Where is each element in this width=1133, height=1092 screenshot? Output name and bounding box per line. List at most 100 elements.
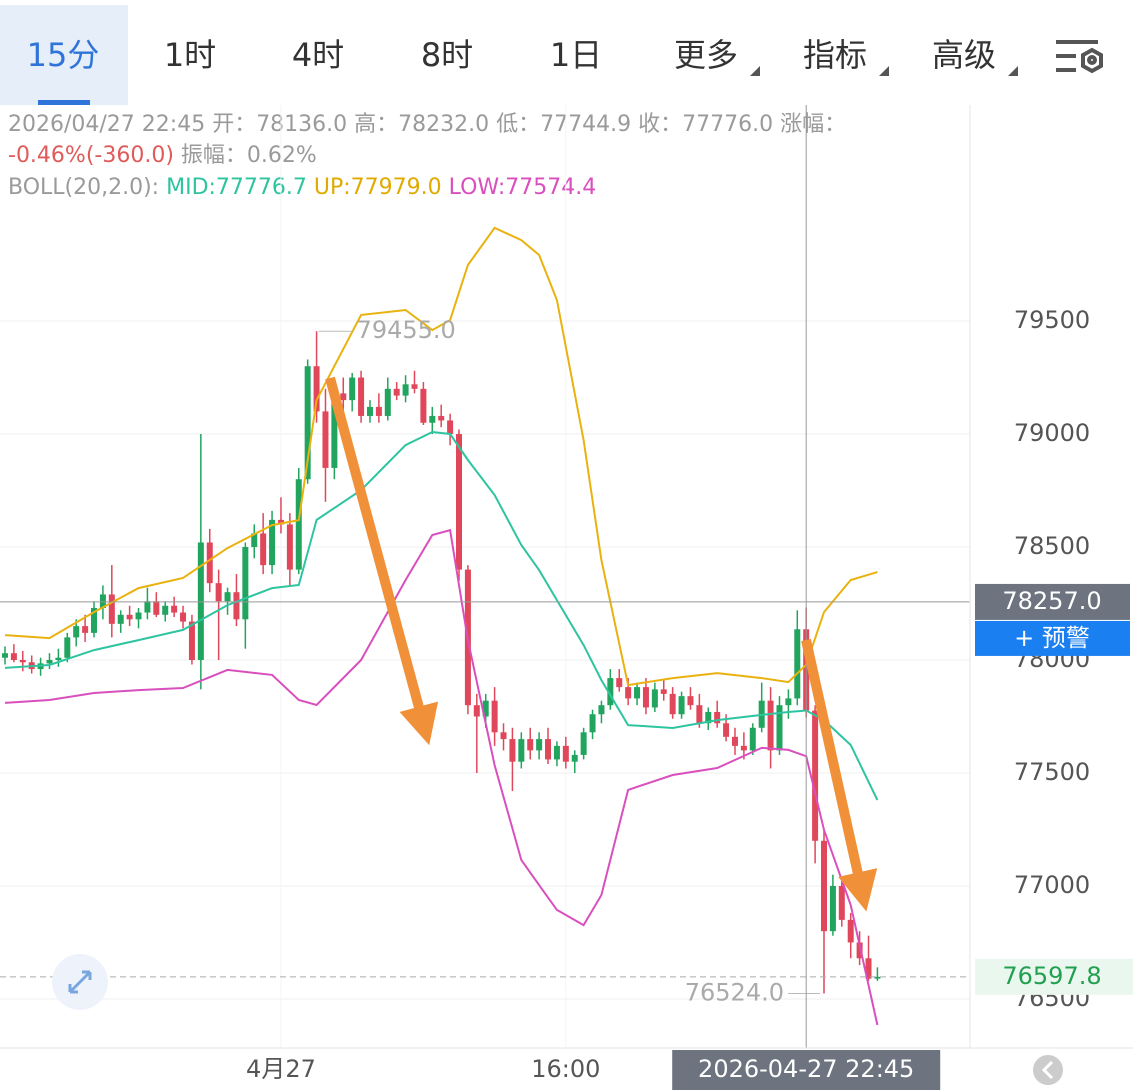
- candle-body: [19, 659, 26, 663]
- settings-icon[interactable]: [1056, 40, 1103, 74]
- last-price-box: [975, 958, 1133, 995]
- crosshair-price-label: 78257.0: [1002, 587, 1101, 615]
- candle-body: [767, 700, 774, 751]
- candle-body: [785, 698, 792, 706]
- candle-body: [776, 705, 783, 751]
- scroll-end-icon[interactable]: [1033, 1055, 1063, 1085]
- tab[interactable]: 高级: [932, 36, 996, 74]
- candle-body: [402, 384, 409, 396]
- candle-body: [82, 626, 89, 633]
- candle-body: [482, 700, 489, 717]
- tab[interactable]: 更多: [674, 36, 738, 74]
- tab-selected-bg: [0, 5, 128, 105]
- candle-body: [313, 366, 320, 412]
- candle-body: [73, 626, 80, 638]
- candle-body: [153, 601, 160, 615]
- candle-body: [358, 377, 365, 416]
- candle-body: [322, 411, 329, 468]
- candle-body: [206, 542, 213, 584]
- candle-body: [269, 519, 276, 566]
- candle-body: [349, 377, 356, 401]
- alert-button-label: + 预警: [1014, 624, 1090, 652]
- candle-body: [99, 594, 106, 609]
- plot: 79455.0 76524.0: [0, 105, 970, 1048]
- candle-body: [865, 958, 872, 979]
- candle-body: [55, 657, 62, 660]
- x-tick-label: 4月27: [246, 1055, 316, 1083]
- candle-body: [687, 696, 694, 706]
- boll-line: [4, 430, 879, 801]
- boll-info: BOLL(20,2.0): MID:77776.7 UP:77979.0 LOW…: [8, 175, 596, 200]
- candle-body: [393, 388, 400, 396]
- candle-body: [571, 754, 578, 762]
- candle-body: [518, 739, 525, 762]
- y-tick-label: 77000: [1014, 871, 1090, 899]
- candle-body: [188, 621, 195, 660]
- candle-body: [224, 592, 231, 602]
- candle-body: [162, 605, 169, 615]
- candle-body: [180, 612, 187, 622]
- high-marker-label: 79455.0: [357, 316, 456, 344]
- candle-body: [295, 479, 302, 570]
- candle-body: [634, 687, 641, 699]
- candle-body: [812, 710, 819, 841]
- candle-body: [723, 723, 730, 737]
- tab[interactable]: 15分: [27, 36, 100, 74]
- candle-body: [669, 693, 676, 715]
- candle-body: [286, 524, 293, 570]
- ohlc-info: 2026/04/27 22:45 开：78136.0 高：78232.0 低：7…: [8, 112, 846, 137]
- candle-body: [874, 976, 881, 979]
- tab[interactable]: 1时: [164, 36, 216, 74]
- candle-body: [500, 732, 507, 740]
- crosshair-time-label: 2026-04-27 22:45: [698, 1055, 914, 1083]
- tab[interactable]: 8时: [421, 36, 473, 74]
- candle-body: [562, 745, 569, 762]
- candle-body: [838, 885, 845, 920]
- candle-body: [545, 739, 552, 760]
- alert-button[interactable]: [975, 620, 1130, 656]
- boll-low: LOW:77574.4: [449, 175, 597, 200]
- candle-body: [749, 727, 756, 751]
- last-price-label: 76597.8: [1002, 962, 1101, 990]
- annotation-arrow: [801, 638, 878, 912]
- candle-body: [304, 366, 311, 480]
- candle-body: [144, 601, 151, 613]
- amplitude: 振幅：0.62%: [174, 143, 317, 168]
- candle-body: [46, 659, 53, 664]
- candle-body: [731, 736, 738, 746]
- candle-body: [829, 885, 836, 932]
- candle-body: [108, 594, 115, 624]
- y-tick-label: 79000: [1014, 419, 1090, 447]
- candle-body: [233, 592, 240, 620]
- tab[interactable]: 4时: [292, 36, 344, 74]
- candle-body: [714, 711, 721, 724]
- tab[interactable]: 指标: [803, 36, 867, 74]
- boll-line: [4, 528, 879, 1026]
- candle-body: [429, 415, 436, 423]
- candle-body: [553, 745, 560, 760]
- candle-body: [420, 388, 427, 423]
- candle-body: [117, 614, 124, 624]
- tab[interactable]: 1日: [550, 36, 602, 74]
- candle-body: [660, 689, 667, 694]
- candle-body: [821, 840, 828, 932]
- candle-body: [598, 705, 605, 715]
- candle-body: [678, 696, 685, 715]
- candle-body: [740, 745, 747, 751]
- candle-body: [135, 612, 142, 620]
- candle-body: [705, 711, 712, 724]
- candle-body: [847, 919, 854, 943]
- candle-body: [589, 714, 596, 733]
- tab-indicator: [38, 100, 90, 105]
- boll-line: [4, 226, 878, 687]
- candle-body: [696, 705, 703, 724]
- expand-icon[interactable]: [52, 954, 108, 1010]
- low-marker-label: 76524.0: [685, 979, 784, 1007]
- candle-body: [856, 942, 863, 959]
- candle-body: [536, 739, 543, 751]
- y-tick-label: 78500: [1014, 532, 1090, 560]
- boll-up: UP:77979.0: [314, 175, 449, 200]
- change-info: -0.46%(-360.0) 振幅：0.62%: [8, 143, 317, 168]
- crosshair-time-box: [672, 1050, 941, 1090]
